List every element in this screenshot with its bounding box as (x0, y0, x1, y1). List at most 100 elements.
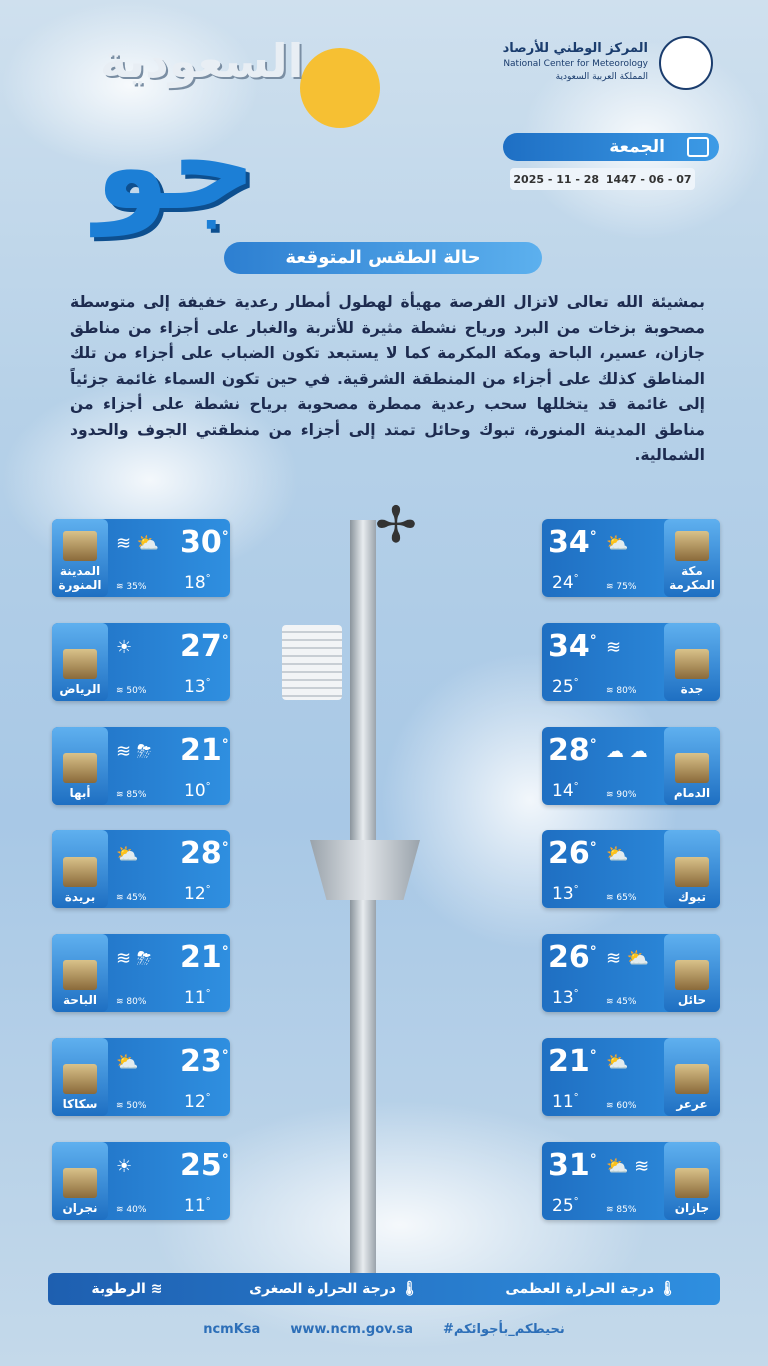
hashtag: #نحيطكم_بأجوائكم (443, 1322, 565, 1337)
humidity-value: 45% (616, 997, 637, 1008)
max-temp-value: 23 (180, 1044, 222, 1079)
max-temp: 30° (180, 525, 229, 560)
city-name: حائل (677, 993, 707, 1008)
city-name: الباحة (63, 993, 97, 1008)
city-card: جدة ≋ ≋ 80% 34° 25° (542, 622, 720, 701)
humidity: ≋ 75% (606, 582, 637, 592)
landmark-image (63, 1168, 97, 1198)
city-panel: مكة المكرمة (664, 519, 720, 597)
landmark-image (63, 960, 97, 991)
dates: 2025 - 11 - 28 1447 - 06 - 07 (510, 168, 695, 190)
city-card: المدينة المنورة ≋ ⛅ ≋ 35% 30° 18° (52, 519, 230, 597)
legend-max: 🌡 درجة الحرارة العظمى (505, 1281, 677, 1297)
conditions: ☀ ≋ 50% (108, 623, 174, 701)
calendar-icon (687, 137, 709, 157)
conditions: ≋ ⛅ ≋ 45% (598, 934, 664, 1012)
max-temp: 28° (180, 836, 229, 872)
conditions: ⛅ ≋ 65% (598, 830, 664, 908)
landmark-image (63, 531, 97, 562)
conditions: ⛅ ≋ ≋ 85% (598, 1142, 664, 1220)
humidity: ≋ 60% (606, 1101, 637, 1111)
city-name: أبها (69, 785, 91, 800)
min-temp-value: 25 (552, 1195, 574, 1216)
weather-station-shelter (282, 625, 342, 700)
legend-humidity: ≋ الرطوبة (91, 1281, 163, 1297)
max-temp: 34° (548, 628, 597, 664)
temps: 27° 13° (174, 623, 230, 701)
weather-icon: ≋ ⛈ (116, 948, 152, 970)
weather-station-pole (350, 520, 376, 1280)
min-temp: 13° (184, 676, 211, 697)
humidity-value: 50% (126, 1101, 147, 1111)
weather-icon: ⛅ (606, 533, 629, 554)
subtitle: حالة الطقس المتوقعة (224, 242, 542, 274)
weather-station-housing (310, 840, 420, 900)
city-name: سكاكا (62, 1097, 98, 1112)
temps: 21° 10° (174, 727, 230, 805)
org-country: المملكة العربية السعودية (555, 71, 648, 82)
min-temp-value: 13 (552, 884, 574, 905)
temps: 30° 18° (174, 519, 230, 597)
humidity-value: 45% (126, 893, 147, 904)
city-card: مكة المكرمة ⛅ ≋ 75% 34° 24° (542, 519, 720, 597)
max-temp-value: 31 (548, 1147, 590, 1183)
city-name: تبوك (678, 889, 706, 904)
humidity: ≋ 85% (116, 789, 147, 800)
date-hijri: 1447 - 06 - 07 (605, 172, 692, 186)
max-temp: 21° (180, 940, 229, 976)
legend-min: 🌡 درجة الحرارة الصغرى (249, 1281, 419, 1297)
anemometer-icon: ✢ (375, 496, 417, 554)
min-temp-value: 25 (552, 676, 574, 697)
city-card: الباحة ≋ ⛈ ≋ 80% 21° 11° (52, 934, 230, 1013)
min-temp-value: 18 (184, 573, 206, 593)
temps: 25° 11° (174, 1142, 230, 1220)
max-temp-value: 26 (548, 940, 590, 976)
min-temp-value: 14 (552, 780, 574, 801)
landmark-image (63, 649, 97, 679)
humidity-value: 35% (126, 582, 147, 592)
landmark-image (675, 752, 709, 783)
landmark-image (63, 1064, 97, 1095)
org-ar: المركز الوطني للأرصاد (502, 41, 648, 56)
legend-max-label: درجة الحرارة العظمى (505, 1281, 655, 1297)
min-temp-value: 24 (552, 573, 574, 593)
city-card: الرياض ☀ ≋ 50% 27° 13° (52, 622, 230, 701)
weather-icon: ≋ ⛈ (116, 740, 152, 762)
city-card: حائل ≋ ⛅ ≋ 45% 26° 13° (542, 934, 720, 1013)
city-panel: المدينة المنورة (52, 519, 108, 597)
max-temp: 26° (548, 940, 597, 976)
website-link[interactable]: www.ncm.gov.sa (290, 1322, 413, 1337)
temps: 28° 14° (542, 727, 598, 805)
landmark-image (63, 752, 97, 783)
max-temp-value: 21 (180, 940, 222, 976)
humidity-value: 40% (126, 1204, 147, 1215)
humidity-value: 65% (616, 893, 637, 904)
conditions: ⛅ ≋ 75% (598, 519, 664, 597)
landmark-image (675, 1168, 709, 1198)
city-card: جازان ⛅ ≋ ≋ 85% 31° 25° (542, 1141, 720, 1220)
landmark-image (675, 856, 709, 887)
logo-sub: السعودية (100, 34, 304, 88)
city-name: المدينة المنورة (58, 564, 102, 593)
conditions: ≋ ⛅ ≋ 35% (108, 519, 174, 597)
weather-icon: ⛅ (116, 844, 139, 866)
city-name: بريدة (64, 889, 96, 904)
weather-icon: ⛅ (606, 1052, 629, 1073)
city-panel: الدمام (664, 726, 720, 805)
humidity-value: 60% (616, 1101, 637, 1111)
conditions: ☀ ≋ 40% (108, 1142, 174, 1220)
min-temp-value: 10 (184, 780, 206, 801)
max-temp: 21° (180, 732, 229, 768)
humidity-value: 75% (616, 582, 637, 592)
social-handle[interactable]: ncmKsa (203, 1322, 261, 1337)
legend-min-label: درجة الحرارة الصغرى (249, 1281, 396, 1297)
max-temp-value: 34 (548, 628, 590, 664)
city-panel: جدة (664, 622, 720, 701)
conditions: ⛅ ≋ 50% (108, 1038, 174, 1116)
min-temp: 25° (552, 676, 579, 697)
min-temp-value: 12 (184, 1092, 206, 1112)
max-temp-value: 27 (180, 628, 222, 664)
humidity-value: 90% (616, 789, 637, 800)
city-panel: نجران (52, 1141, 108, 1220)
city-card: الدمام ☁ ☁ ≋ 90% 28° 14° (542, 726, 720, 805)
